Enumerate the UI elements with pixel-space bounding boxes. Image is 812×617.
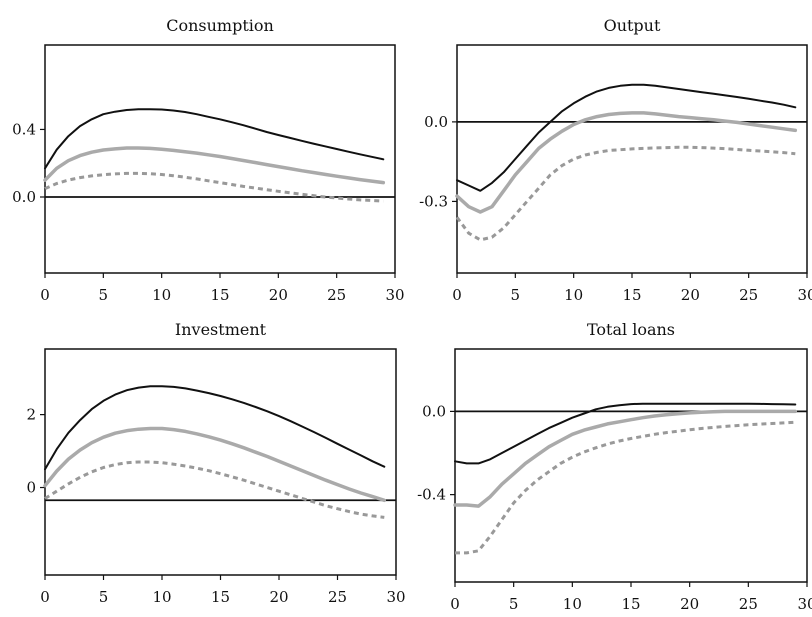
x-tick-label: 0 [40,286,50,304]
chart-title: Total loans [587,320,675,339]
series-line-solid-black [44,108,385,170]
y-tick-label: 0.0 [424,113,448,131]
x-tick-label: 10 [563,595,582,613]
x-tick-label: 30 [797,286,812,304]
y-tick-label: 0.0 [12,188,36,206]
series-line-dashed-gray [455,145,796,242]
x-tick-label: 20 [269,588,288,606]
series-line-dashed-gray [44,171,384,203]
x-tick-label: 20 [680,595,699,613]
x-tick-label: 15 [211,588,230,606]
x-tick-label: 15 [621,595,640,613]
x-tick-label: 25 [739,286,758,304]
x-tick-label: 0 [450,595,460,613]
chart-title: Output [604,16,661,35]
series-line-dashed-gray [455,420,796,555]
x-tick-label: 10 [152,286,171,304]
x-tick-label: 10 [152,588,171,606]
x-tick-label: 25 [327,286,346,304]
x-tick-label: 15 [210,286,229,304]
plot-frame [44,44,396,274]
y-tick-label: 2 [26,406,36,424]
x-tick-label: 5 [99,286,109,304]
x-tick-label: 30 [797,595,812,613]
x-tick-label: 10 [564,286,583,304]
x-tick-label: 5 [511,286,521,304]
y-tick-label: 0.0 [422,402,446,420]
y-tick-label: 0 [26,479,36,497]
y-tick-label: 0.4 [12,120,36,138]
series-line-solid-gray [455,111,798,214]
series-line-solid-black [454,402,797,465]
panel-output: Output 0 5 10 15 20 25 30 0.0 -0.3 [419,16,812,304]
x-tick-label: 20 [269,286,288,304]
chart-title: Consumption [166,16,274,35]
series-line-solid-gray [453,409,798,508]
x-tick-label: 30 [386,588,405,606]
series-line-solid-gray [43,426,387,503]
plot-frame [456,44,808,274]
x-tick-label: 0 [40,588,50,606]
plot-frame [454,348,808,583]
panel-total-loans: Total loans 0 5 10 15 20 25 30 0.0 -0.4 [417,320,812,613]
y-tick-label: -0.4 [417,486,446,504]
x-tick-label: 5 [99,588,109,606]
x-tick-label: 5 [509,595,519,613]
x-tick-label: 30 [385,286,404,304]
series-line-solid-gray [43,146,386,185]
series-line-solid-black [456,83,797,192]
plot-frame [44,348,397,576]
x-tick-label: 15 [622,286,641,304]
chart-title: Investment [175,320,267,339]
series-line-solid-black [44,385,386,471]
x-tick-label: 20 [681,286,700,304]
series-line-dashed-gray [44,460,385,519]
x-tick-label: 25 [328,588,347,606]
y-tick-label: -0.3 [419,192,448,210]
panel-consumption: Consumption 0 5 10 15 20 25 30 0.0 0.4 [12,16,404,304]
x-tick-label: 0 [452,286,462,304]
x-tick-label: 25 [739,595,758,613]
